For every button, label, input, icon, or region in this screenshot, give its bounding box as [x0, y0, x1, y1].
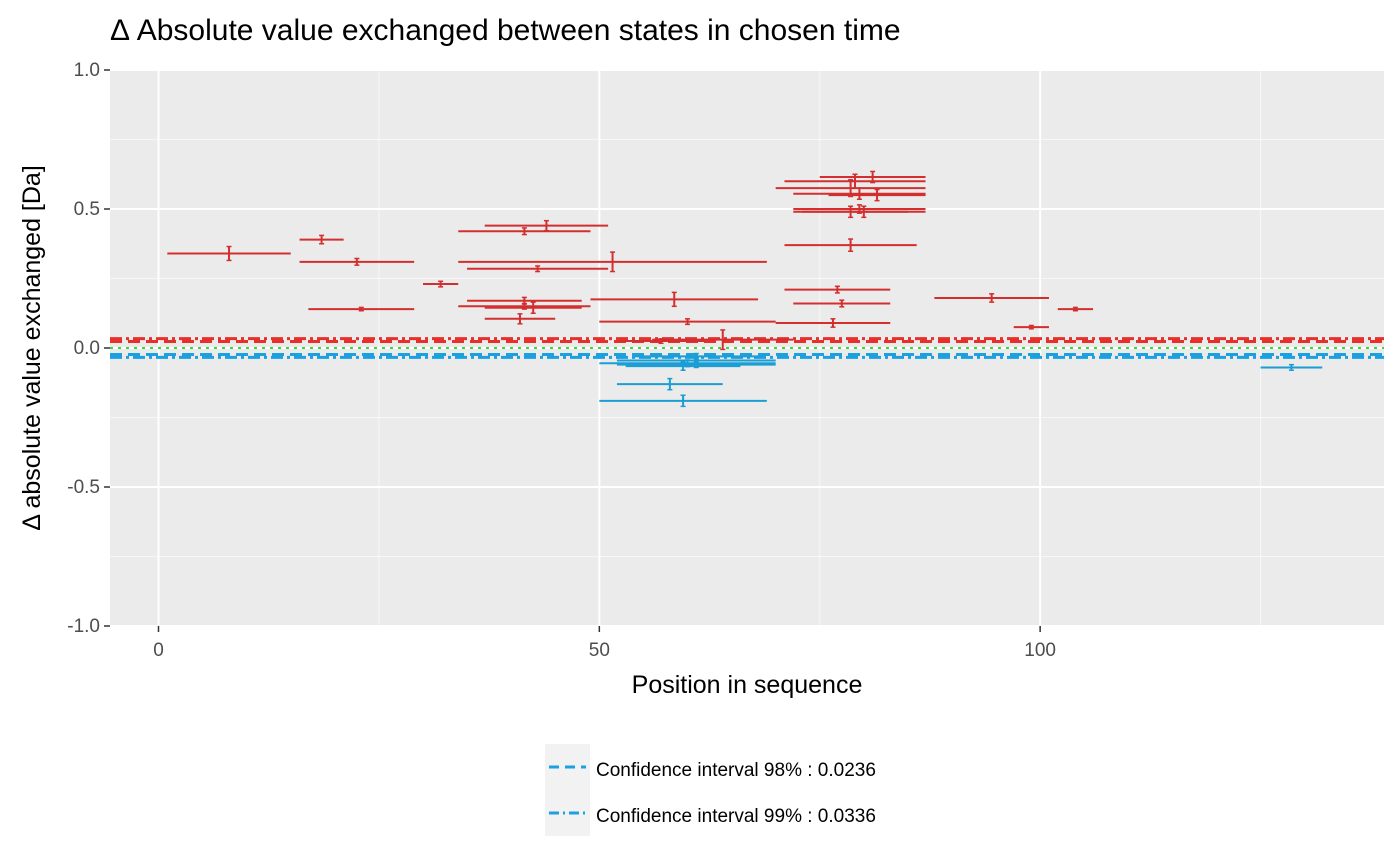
peptide-mark [934, 293, 1049, 303]
y-tick-label: 0.5 [74, 199, 100, 220]
peptide-mark [1013, 324, 1049, 330]
peptide-mark [299, 257, 415, 266]
peptide-mark [467, 296, 582, 305]
peptide-mark [616, 377, 723, 391]
peptide-mark [167, 245, 291, 262]
peptide-mark [467, 265, 609, 273]
peptide-mark [793, 205, 908, 219]
peptide-mark [599, 394, 767, 408]
peptide-mark [616, 361, 776, 369]
chart-title: Δ Absolute value exchanged between state… [110, 14, 901, 47]
x-tick-label: 0 [153, 640, 164, 661]
peptide-mark [590, 291, 759, 308]
peptide-mark [1057, 306, 1094, 312]
peptide-mark [1260, 363, 1323, 371]
x-tick-label: 50 [589, 640, 610, 661]
x-tick-label: 100 [1024, 640, 1056, 661]
peptide-mark [308, 306, 415, 312]
y-tick-label: -0.5 [67, 477, 100, 498]
y-tick-label: -1.0 [67, 616, 100, 637]
confidence-interval-lines [110, 337, 1384, 359]
peptide-mark [652, 329, 794, 351]
peptide-mark [299, 234, 344, 245]
peptide-mark [484, 219, 609, 232]
peptide-mark [819, 170, 926, 184]
legend: Confidence interval 98% : 0.0236 Confide… [545, 744, 876, 836]
legend-label-99: Confidence interval 99% : 0.0336 [596, 806, 876, 827]
y-tick-label: 0.0 [74, 338, 100, 359]
y-axis-title: Δ absolute value exchanged [Da] [18, 165, 46, 531]
peptide-mark [828, 188, 926, 202]
peptide-mark [458, 227, 591, 236]
legend-label-98: Confidence interval 98% : 0.0236 [596, 760, 876, 781]
peptide-mark [599, 318, 776, 326]
peptide-mark [784, 173, 926, 189]
peptide-mark [625, 361, 741, 371]
peptide-mark [484, 301, 582, 314]
y-tick-label: 1.0 [74, 60, 100, 81]
peptide-mark [484, 313, 556, 325]
peptide-mark [775, 318, 891, 328]
x-axis-title: Position in sequence [632, 671, 863, 699]
peptide-mark [784, 285, 891, 294]
peptide-mark [793, 187, 926, 201]
peptide-mark [634, 352, 759, 360]
data-marks [167, 170, 1323, 408]
peptide-mark [793, 299, 891, 308]
y-axis: -1.0 -0.5 0.0 0.5 1.0 [67, 60, 110, 637]
x-axis: 0 50 100 [153, 626, 1056, 661]
peptide-mark [422, 280, 459, 288]
peptide-mark [784, 238, 917, 253]
peptide-mark [458, 251, 767, 273]
